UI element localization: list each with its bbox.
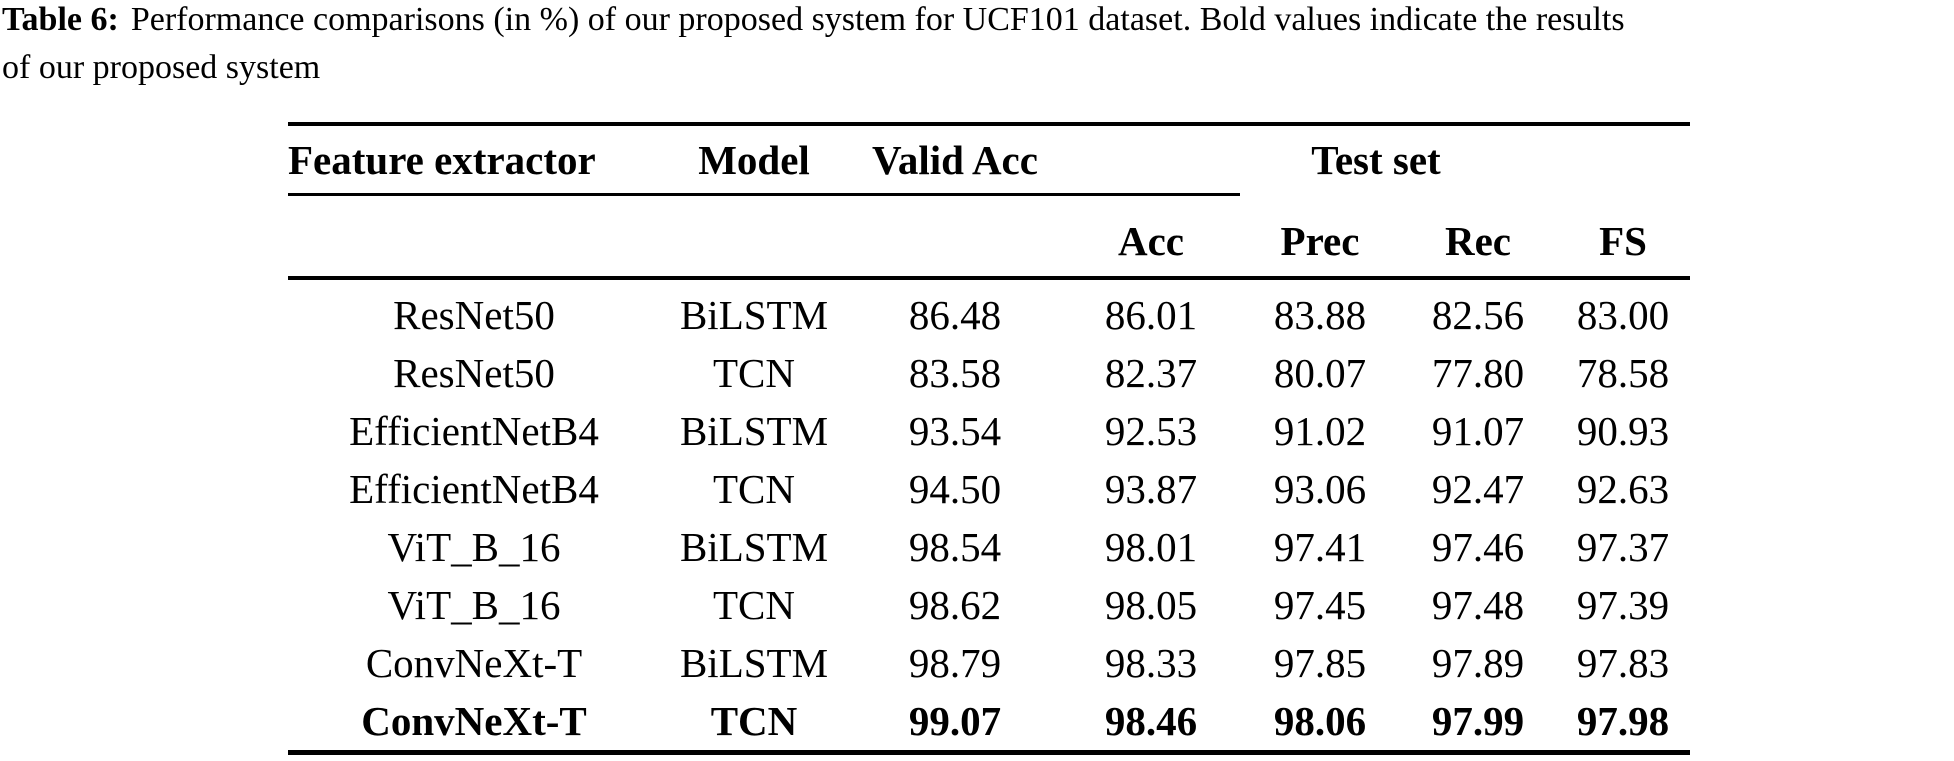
table-caption: Table 6: Performance comparisons (in %) o…	[2, 0, 1942, 92]
cell-rec: 91.07	[1431, 408, 1525, 454]
cell-acc: 92.53	[1104, 408, 1198, 454]
cell-fs: 97.37	[1576, 524, 1670, 570]
cell-model: BiLSTM	[679, 524, 829, 570]
cell-fs: 78.58	[1576, 350, 1670, 396]
cell-fs: 92.63	[1576, 466, 1670, 512]
cell-acc: 93.87	[1104, 466, 1198, 512]
cell-feature-extractor: ConvNeXt-T	[365, 640, 583, 686]
cell-valid-acc: 86.48	[908, 292, 1002, 338]
cell-prec: 83.88	[1273, 292, 1367, 338]
cell-model: BiLSTM	[679, 408, 829, 454]
cell-prec: 98.06	[1273, 698, 1367, 744]
caption-line-1: Table 6: Performance comparisons (in %) o…	[2, 0, 1942, 44]
cell-feature-extractor: ViT_B_16	[387, 582, 561, 628]
cell-model: TCN	[713, 350, 795, 396]
cell-feature-extractor: EfficientNetB4	[349, 466, 599, 512]
cell-acc: 82.37	[1104, 350, 1198, 396]
cell-rec: 92.47	[1431, 466, 1525, 512]
caption-text: Performance comparisons (in %) of our pr…	[130, 1, 1625, 38]
cell-valid-acc: 94.50	[908, 466, 1002, 512]
cell-prec: 97.85	[1273, 640, 1367, 686]
cell-prec: 91.02	[1273, 408, 1367, 454]
cell-fs: 97.39	[1576, 582, 1670, 628]
header-rec: Rec	[1444, 218, 1511, 264]
header-acc: Acc	[1117, 218, 1184, 264]
cell-prec: 80.07	[1273, 350, 1367, 396]
header-prec: Prec	[1280, 218, 1360, 264]
caption-label: Table 6:	[2, 1, 119, 38]
cell-fs: 90.93	[1576, 408, 1670, 454]
cell-prec: 97.41	[1273, 524, 1367, 570]
cell-fs: 83.00	[1576, 292, 1670, 338]
cell-prec: 97.45	[1273, 582, 1367, 628]
cell-acc: 98.46	[1104, 698, 1198, 744]
cell-rec: 97.46	[1431, 524, 1525, 570]
header-feature-extractor: Feature extractor	[288, 136, 596, 183]
cell-valid-acc: 98.62	[908, 582, 1002, 628]
cell-feature-extractor: ConvNeXt-T	[361, 698, 587, 744]
cell-feature-extractor: EfficientNetB4	[349, 408, 599, 454]
cell-valid-acc: 99.07	[908, 698, 1002, 744]
cell-acc: 86.01	[1104, 292, 1198, 338]
cell-valid-acc: 98.54	[908, 524, 1002, 570]
cell-rec: 82.56	[1431, 292, 1525, 338]
cell-rec: 77.80	[1431, 350, 1525, 396]
cell-model: TCN	[710, 698, 798, 744]
cell-rec: 97.99	[1431, 698, 1525, 744]
caption-line-2: of our proposed system	[2, 49, 321, 86]
header-bottom-rule	[288, 276, 1690, 280]
header-valid-acc: Valid Acc	[872, 136, 1038, 183]
cell-model: TCN	[713, 466, 795, 512]
cell-acc: 98.33	[1104, 640, 1198, 686]
top-rule	[288, 122, 1690, 126]
header-partial-rule	[288, 193, 1240, 196]
header-test-set: Test set	[1311, 136, 1441, 183]
cell-acc: 98.05	[1104, 582, 1198, 628]
cell-rec: 97.48	[1431, 582, 1525, 628]
cell-valid-acc: 83.58	[908, 350, 1002, 396]
results-table: Feature extractor Model Valid Acc Test s…	[288, 122, 1690, 755]
cell-model: BiLSTM	[679, 640, 829, 686]
cell-feature-extractor: ViT_B_16	[387, 524, 561, 570]
cell-prec: 93.06	[1273, 466, 1367, 512]
cell-fs: 97.83	[1576, 640, 1670, 686]
cell-fs: 97.98	[1576, 698, 1670, 744]
header-model: Model	[698, 136, 810, 183]
cell-model: BiLSTM	[679, 292, 829, 338]
header-fs: FS	[1599, 218, 1647, 264]
bottom-rule	[288, 750, 1690, 755]
cell-valid-acc: 93.54	[908, 408, 1002, 454]
cell-rec: 97.89	[1431, 640, 1525, 686]
cell-valid-acc: 98.79	[908, 640, 1002, 686]
cell-model: TCN	[713, 582, 795, 628]
cell-feature-extractor: ResNet50	[393, 292, 555, 338]
cell-feature-extractor: ResNet50	[393, 350, 555, 396]
cell-acc: 98.01	[1104, 524, 1198, 570]
